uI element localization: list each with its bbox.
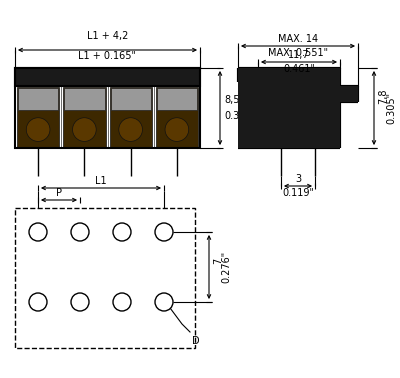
Text: P: P — [56, 188, 62, 198]
Text: 0.335": 0.335" — [224, 111, 256, 121]
Text: 11,7: 11,7 — [288, 50, 310, 60]
Bar — [110, 87, 152, 147]
Text: 8,5: 8,5 — [224, 95, 240, 105]
Text: 0.119": 0.119" — [282, 188, 314, 198]
Bar — [238, 68, 340, 148]
Text: D: D — [192, 336, 200, 346]
Bar — [17, 87, 59, 147]
Bar — [340, 86, 358, 102]
Circle shape — [113, 293, 131, 311]
Text: L1 + 4,2: L1 + 4,2 — [87, 31, 128, 41]
Text: L1: L1 — [95, 176, 107, 186]
Text: MAX. 0.551": MAX. 0.551" — [268, 48, 328, 58]
Bar — [15, 68, 200, 86]
Text: L1 + 0.165": L1 + 0.165" — [78, 51, 136, 61]
Bar — [15, 68, 200, 148]
Circle shape — [29, 223, 47, 241]
Circle shape — [29, 293, 47, 311]
Text: 7: 7 — [213, 258, 223, 264]
Bar — [157, 88, 197, 110]
Text: MAX. 14: MAX. 14 — [278, 34, 318, 44]
Circle shape — [119, 118, 142, 141]
Text: 0.305": 0.305" — [386, 92, 396, 124]
Circle shape — [71, 293, 89, 311]
Bar — [64, 88, 104, 110]
Circle shape — [26, 118, 50, 141]
Text: 0.276": 0.276" — [221, 251, 231, 283]
Bar — [156, 87, 198, 147]
Bar — [110, 88, 151, 110]
Bar — [18, 88, 58, 110]
Text: 7,8: 7,8 — [378, 88, 388, 104]
Circle shape — [113, 223, 131, 241]
Circle shape — [155, 293, 173, 311]
Bar — [63, 87, 106, 147]
Text: 3: 3 — [295, 174, 301, 184]
Circle shape — [155, 223, 173, 241]
Circle shape — [71, 223, 89, 241]
Circle shape — [165, 118, 189, 141]
Bar — [15, 208, 195, 348]
Text: 0.461": 0.461" — [283, 64, 315, 74]
Circle shape — [72, 118, 96, 141]
